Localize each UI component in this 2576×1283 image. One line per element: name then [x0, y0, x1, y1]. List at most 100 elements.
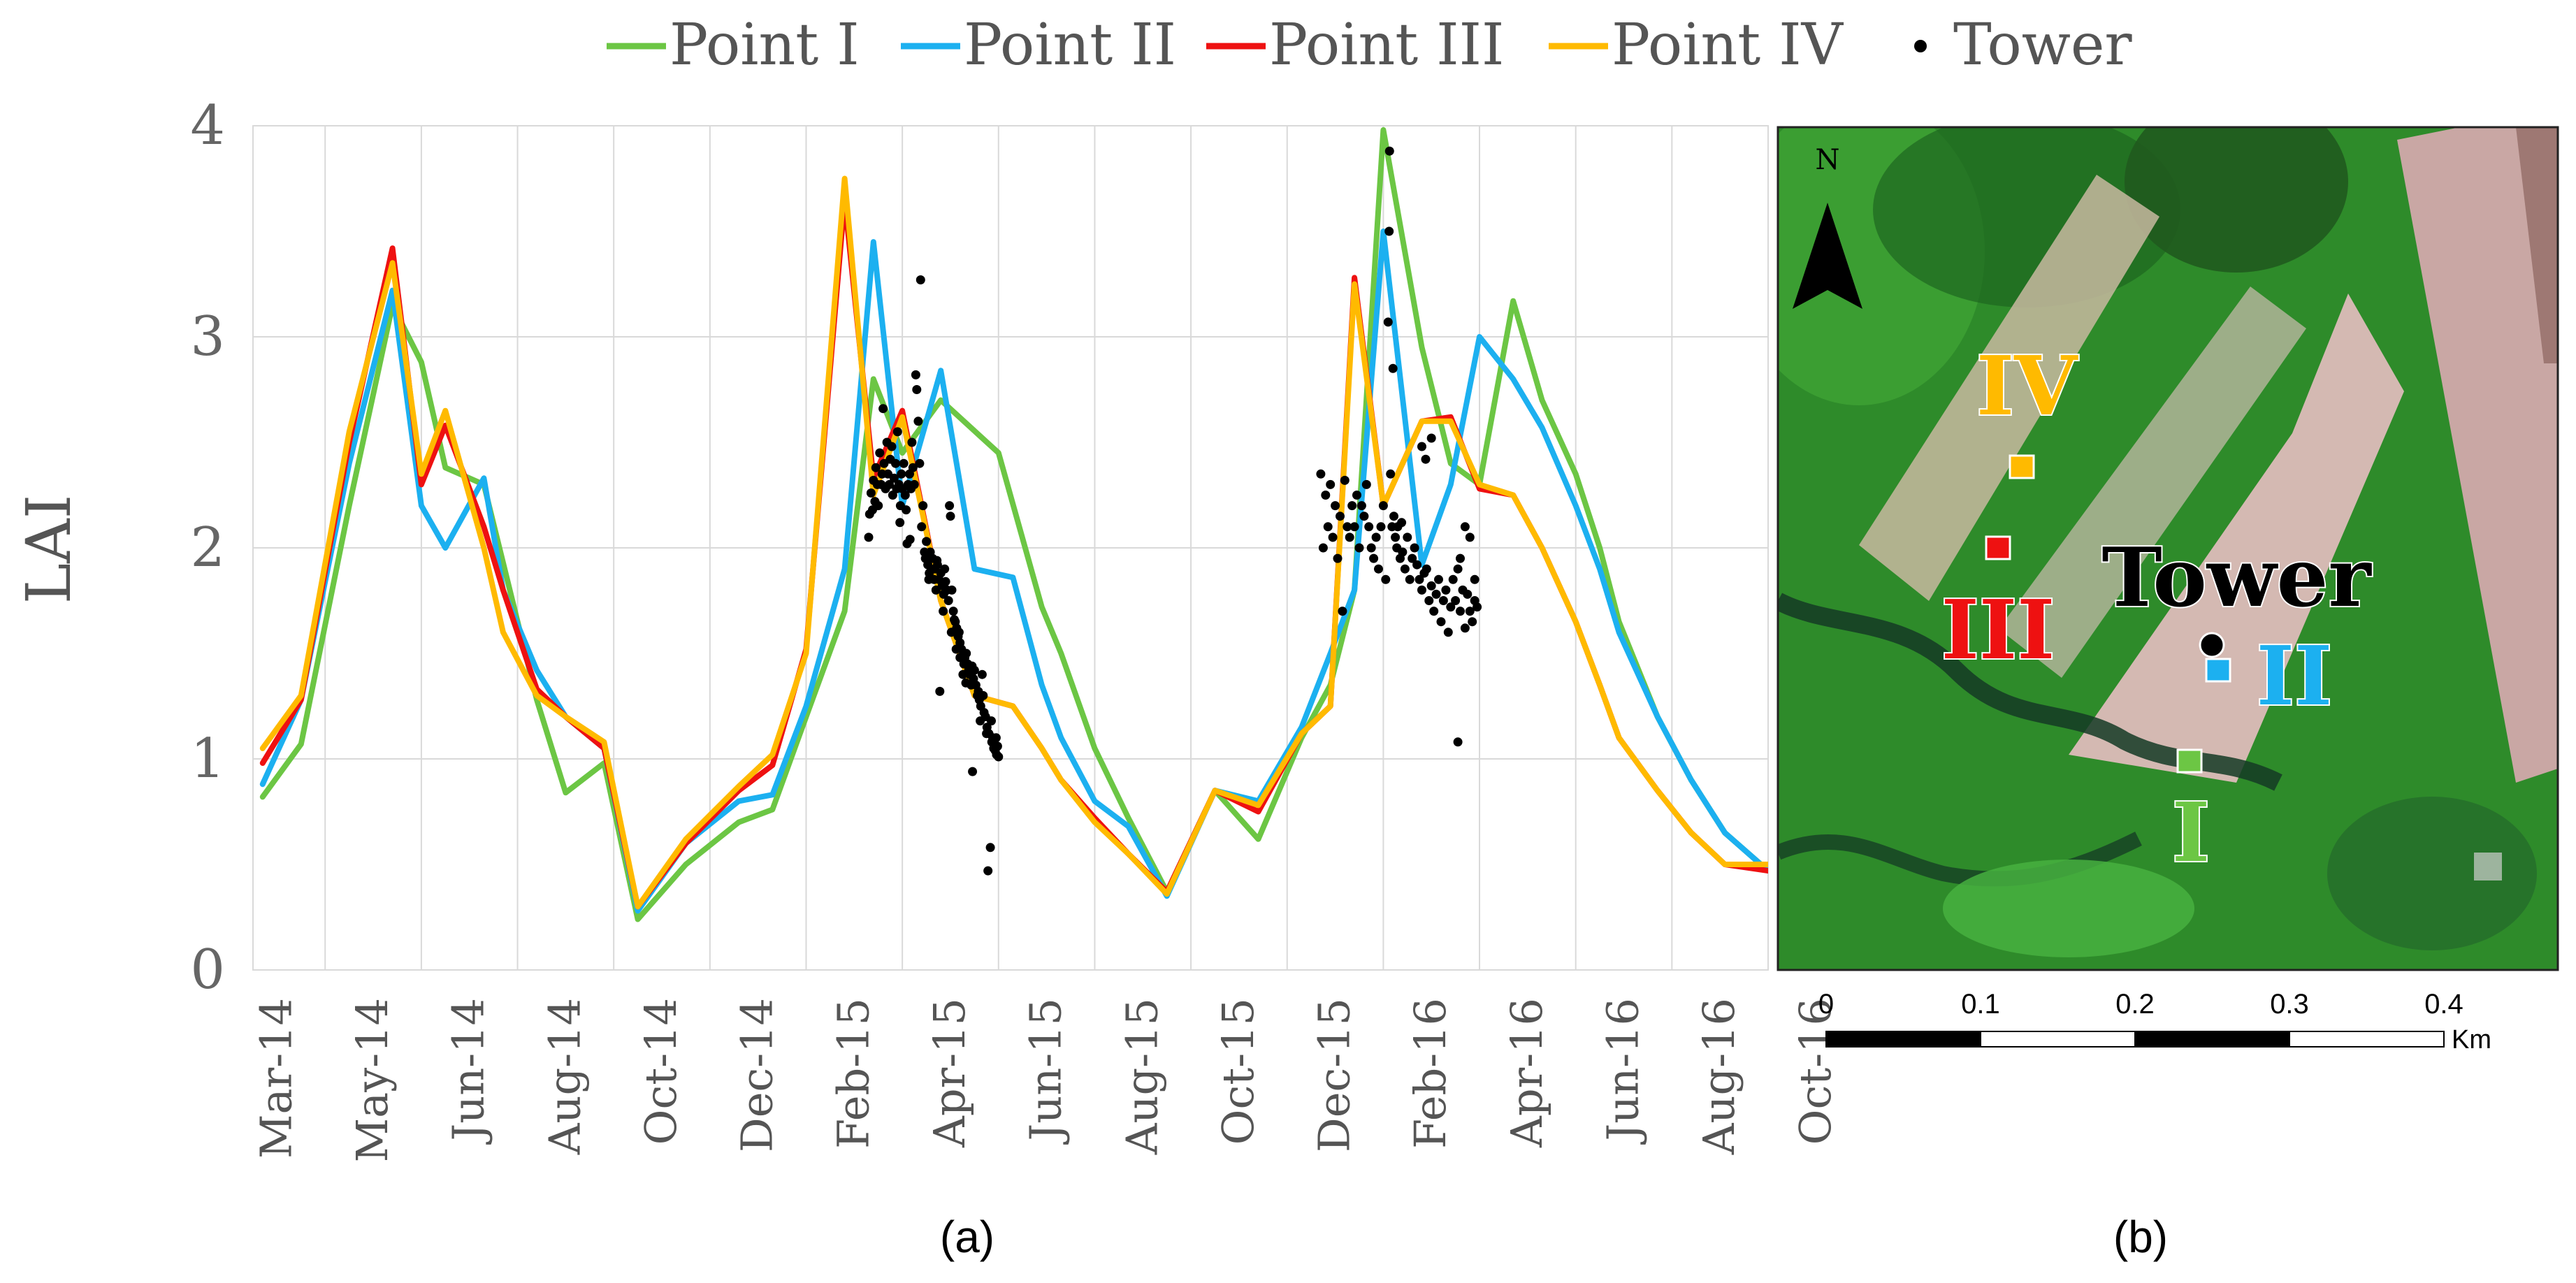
tower-point [1443, 628, 1453, 637]
tower-point [887, 442, 897, 451]
tower-point [948, 607, 958, 616]
y-tick-label: 4 [190, 94, 225, 157]
tower-point [1417, 442, 1426, 451]
tower-point [895, 518, 905, 528]
x-tick-label: Dec-14 [732, 998, 783, 1152]
x-tick-label: Jun-14 [443, 998, 494, 1145]
tower-point [1331, 501, 1340, 511]
tower-point [1381, 574, 1391, 584]
tower-point [1383, 317, 1393, 327]
tower-point [1369, 553, 1379, 563]
tower-point [1316, 469, 1326, 479]
y-tick-label: 0 [190, 938, 225, 1001]
y-tick-label: 3 [190, 305, 225, 368]
x-tick-label: Feb-15 [827, 998, 878, 1149]
tower-point [983, 866, 993, 876]
x-tick-label: Aug-14 [539, 998, 590, 1155]
tower-point [1405, 574, 1414, 584]
tower-point [1361, 479, 1371, 489]
north-arrow-icon [1793, 203, 1862, 309]
tower-point [1326, 479, 1336, 489]
tower-point [899, 458, 909, 468]
scale-bar: 0 0.1 0.2 0.3 0.4 Km [1818, 989, 2491, 1054]
vertical-gridlines [324, 126, 1673, 970]
tower-point [1465, 607, 1475, 616]
tower-point [1436, 617, 1446, 627]
tower-point [1374, 564, 1383, 574]
horizontal-gridlines [253, 336, 1768, 760]
tower-point [866, 488, 876, 498]
tower-point [941, 577, 950, 586]
tower-point [946, 512, 955, 521]
x-tick-label: Aug-16 [1693, 998, 1744, 1155]
tower-point [935, 686, 945, 696]
tower-point [982, 729, 992, 739]
tower-point [1421, 564, 1431, 574]
tower-point [945, 501, 955, 511]
tower-point [1343, 522, 1352, 532]
tower-point [1412, 560, 1422, 570]
scale-unit: Km [2452, 1025, 2491, 1054]
tower-point [924, 574, 934, 584]
tower-point [1398, 547, 1408, 557]
tower-point [992, 741, 1002, 751]
tower-point [1421, 454, 1431, 464]
tower-point [1347, 501, 1357, 511]
site-map: N IV III Tower II I 0 0.1 0.2 0.3 0.4 Km [1777, 126, 2559, 1054]
tower-point [1438, 596, 1448, 605]
tower-point [951, 644, 961, 654]
series-lines [259, 127, 1768, 922]
map-label-iv: IV [1976, 339, 2078, 434]
x-tick-label: Apr-16 [1501, 998, 1552, 1148]
tower-point [1328, 532, 1338, 542]
tower-point [1378, 501, 1388, 511]
tower-point [1417, 585, 1426, 595]
map-label-iii: III [1941, 583, 2055, 678]
tower-point [1460, 623, 1470, 633]
map-marker-iv [2009, 454, 2035, 479]
tower-point [892, 427, 902, 437]
tower-point [976, 716, 985, 726]
tower-point [916, 275, 925, 284]
map-marker-iii [1985, 535, 2011, 560]
tower-point [1388, 363, 1398, 373]
x-tick-label: Mar-14 [250, 998, 301, 1159]
tower-point [947, 585, 957, 595]
tower-point [912, 385, 922, 394]
tower-point [1446, 602, 1456, 612]
map-label-i: I [2172, 785, 2210, 880]
x-tick-label: May-14 [347, 998, 398, 1162]
tower-point [991, 733, 1001, 743]
tower-point [1318, 543, 1328, 553]
tower-point [1453, 564, 1463, 574]
tower-point [889, 473, 899, 483]
tower-point [918, 501, 928, 511]
tower-point [1349, 522, 1359, 532]
tower-point [1414, 574, 1424, 584]
legend-marker-tower [1914, 40, 1927, 52]
tower-point [875, 448, 885, 458]
tower-point [954, 628, 964, 637]
scale-tick-0-3: 0.3 [2270, 989, 2309, 1020]
tower-point [1321, 491, 1331, 500]
tower-points [864, 146, 1482, 876]
tower-point [1441, 585, 1451, 595]
y-axis-label: LAI [13, 495, 85, 604]
tower-point [943, 596, 953, 605]
x-tick-label: Jun-16 [1598, 998, 1649, 1145]
tower-point [978, 690, 988, 700]
tower-point [891, 458, 900, 468]
tower-point [1408, 553, 1417, 563]
tower-point [1456, 607, 1465, 616]
tower-point [961, 678, 971, 688]
tower-point [1384, 146, 1394, 156]
tower-point [932, 556, 942, 565]
tower-point [985, 843, 995, 853]
tower-point [1465, 532, 1475, 542]
tower-point [1338, 607, 1347, 616]
tower-point [1403, 532, 1412, 542]
tower-point [922, 537, 932, 546]
tower-point [1397, 518, 1407, 528]
tower-point [967, 661, 977, 671]
